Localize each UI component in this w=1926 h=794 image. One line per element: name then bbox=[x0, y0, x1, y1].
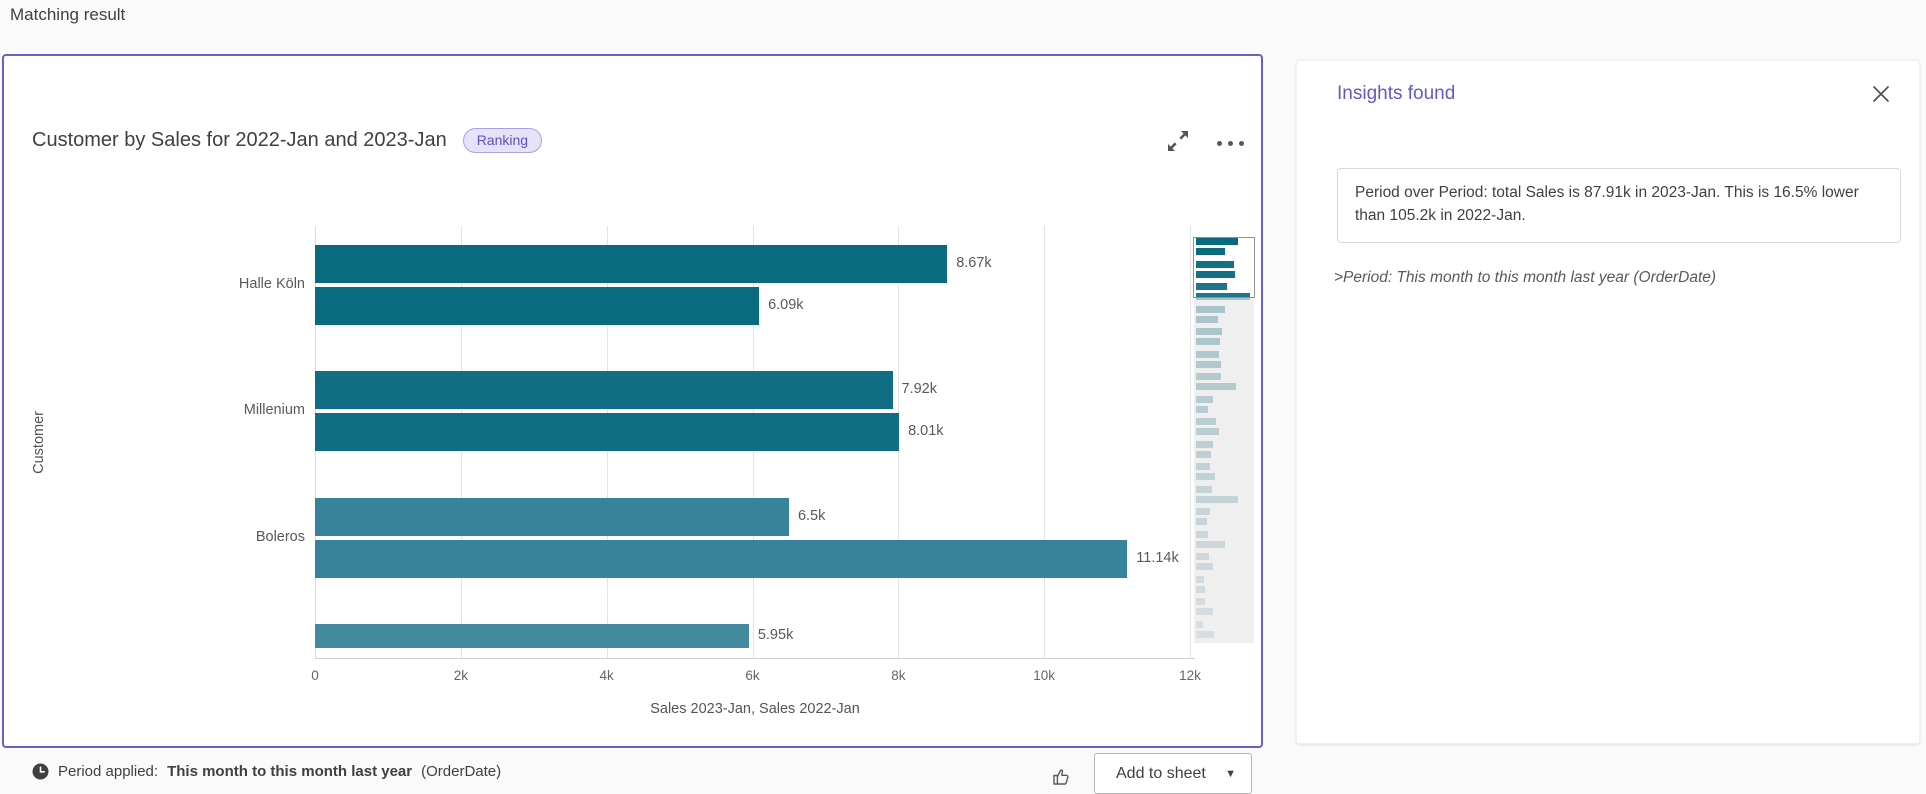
bar-value-label: 7.92k bbox=[901, 381, 937, 398]
minimap-bar bbox=[1196, 270, 1235, 278]
minimap-bar bbox=[1196, 283, 1227, 290]
x-axis-title: Sales 2023-Jan, Sales 2022-Jan bbox=[650, 701, 860, 717]
more-options-button[interactable] bbox=[1206, 128, 1254, 158]
gridline bbox=[1044, 226, 1046, 658]
x-tick-label: 10k bbox=[1033, 668, 1056, 683]
bar[interactable] bbox=[315, 371, 893, 410]
add-to-sheet-button[interactable]: Add to sheet ▼ bbox=[1094, 753, 1252, 794]
feedback-button[interactable] bbox=[1048, 740, 1082, 790]
clock-icon bbox=[32, 763, 49, 780]
y-axis-title: Customer bbox=[31, 410, 47, 474]
y-category-label: Millenium bbox=[243, 402, 305, 419]
x-tick-label: 12k bbox=[1179, 668, 1201, 683]
y-category-label: Boleros bbox=[255, 528, 305, 545]
chart-minimap-scrollbar[interactable] bbox=[1193, 237, 1255, 643]
period-applied-label: Period applied: bbox=[58, 763, 159, 780]
bar-value-label: 8.01k bbox=[908, 423, 944, 440]
bar-value-label: 6.5k bbox=[797, 507, 826, 524]
ellipsis-icon bbox=[1216, 140, 1222, 146]
period-note: >Period: This month to this month last y… bbox=[1334, 269, 1717, 286]
bar[interactable] bbox=[315, 623, 749, 648]
minimap-bar bbox=[1196, 248, 1225, 255]
close-button[interactable] bbox=[1867, 81, 1895, 109]
ranking-badge: Ranking bbox=[462, 128, 543, 153]
minimap-viewport[interactable] bbox=[1193, 237, 1255, 298]
chart-title: Customer by Sales for 2022-Jan and 2023-… bbox=[32, 128, 447, 151]
period-applied-field: (OrderDate) bbox=[421, 763, 502, 780]
minimap-bar bbox=[1196, 293, 1250, 300]
gridline bbox=[1190, 226, 1191, 658]
expand-icon bbox=[1168, 130, 1188, 151]
x-tick-label: 2k bbox=[453, 668, 468, 683]
x-axis-line bbox=[315, 658, 1195, 659]
bar-value-label: 8.67k bbox=[956, 255, 992, 271]
bar[interactable] bbox=[315, 287, 760, 325]
x-tick-label: 4k bbox=[599, 668, 614, 683]
chart-card-header: Customer by Sales for 2022-Jan and 2023-… bbox=[32, 128, 543, 153]
insights-panel-title: Insights found bbox=[1337, 83, 1456, 104]
bar[interactable] bbox=[315, 539, 1128, 578]
y-category-label: Halle Köln bbox=[238, 276, 305, 292]
insight-text-card: Period over Period: total Sales is 87.91… bbox=[1337, 168, 1901, 243]
bar-value-label: 5.95k bbox=[757, 626, 794, 643]
dropdown-caret-icon: ▼ bbox=[1225, 767, 1236, 780]
bar-value-label: 6.09k bbox=[768, 297, 804, 313]
minimap-bar bbox=[1196, 238, 1238, 245]
x-tick-label: 6k bbox=[745, 668, 760, 683]
thumbs-up-down-icon bbox=[1053, 740, 1078, 785]
close-icon bbox=[1873, 85, 1889, 102]
bar-value-label: 11.14k bbox=[1136, 549, 1179, 566]
page-title: Matching result bbox=[10, 5, 126, 24]
plot-area: 0 2k 4k 6k 8k 10k 12k 8.67k 6.09k Halle Köln 7.92k… bbox=[239, 226, 1201, 683]
add-to-sheet-label: Add to sheet bbox=[1116, 764, 1206, 782]
minimap-bar bbox=[1196, 260, 1234, 268]
bar[interactable] bbox=[315, 413, 900, 452]
chart-card: Customer by Sales for 2022-Jan and 2023-… bbox=[2, 54, 1263, 794]
bar[interactable] bbox=[315, 497, 789, 536]
bar[interactable] bbox=[315, 245, 948, 283]
period-applied-status: Period applied: This month to this month… bbox=[32, 763, 501, 780]
x-tick-label: 0 bbox=[311, 668, 319, 683]
minimap-dim-overlay bbox=[1194, 298, 1254, 643]
insights-panel: Insights found Period over Period: total… bbox=[1296, 60, 1920, 744]
x-tick-label: 8k bbox=[891, 668, 906, 683]
period-applied-value: This month to this month last year bbox=[167, 763, 413, 780]
expand-button[interactable] bbox=[1162, 126, 1194, 158]
